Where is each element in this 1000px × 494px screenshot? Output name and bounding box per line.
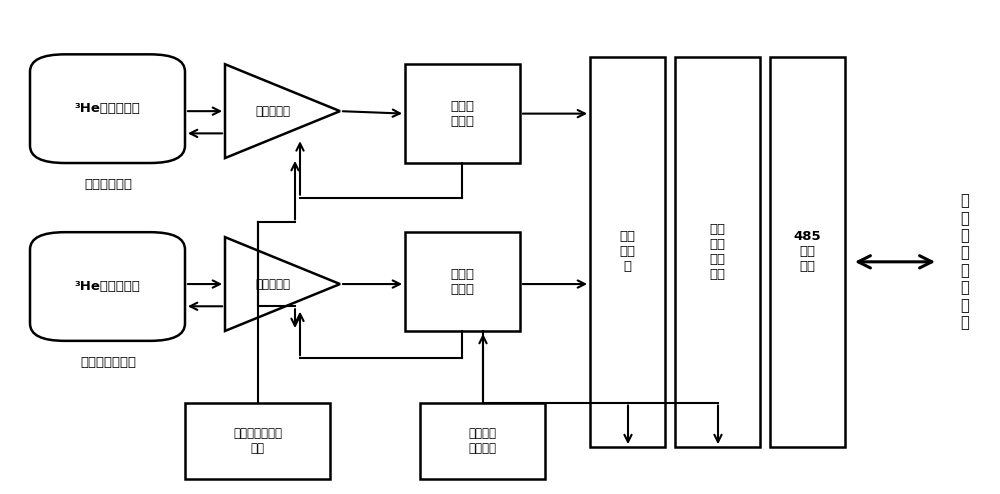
Text: ³He正比计数管: ³He正比计数管 — [75, 102, 140, 115]
Text: 探测器高压电源
电路: 探测器高压电源 电路 — [233, 427, 282, 455]
Bar — [405, 64, 520, 163]
Bar — [420, 403, 545, 479]
Text: 485
通讯
电路: 485 通讯 电路 — [794, 230, 821, 274]
Bar — [675, 57, 760, 447]
Bar — [405, 232, 520, 331]
Bar — [770, 57, 845, 447]
Bar — [590, 57, 665, 447]
Text: 探管低压
电源电路: 探管低压 电源电路 — [468, 427, 496, 455]
Text: 热中子探测器: 热中子探测器 — [84, 178, 132, 191]
Text: 脉冲
计数
器: 脉冲 计数 器 — [620, 230, 636, 274]
Polygon shape — [225, 64, 340, 158]
Text: 前置放大器: 前置放大器 — [256, 278, 291, 290]
Text: ³He正比计数管: ³He正比计数管 — [75, 280, 140, 293]
Text: 至
地
面
测
井
计
算
机: 至 地 面 测 井 计 算 机 — [961, 194, 969, 330]
Polygon shape — [225, 237, 340, 331]
Text: 时间
谱分
析与
缓存: 时间 谱分 析与 缓存 — [710, 223, 726, 281]
FancyBboxPatch shape — [30, 54, 185, 163]
Bar — [185, 403, 330, 479]
Text: 超热中子探测器: 超热中子探测器 — [80, 356, 136, 369]
FancyBboxPatch shape — [30, 232, 185, 341]
Text: 成形与
驱别器: 成形与 驱别器 — [450, 268, 475, 295]
Text: 前置放大器: 前置放大器 — [256, 105, 291, 118]
Text: 成形与
驱别器: 成形与 驱别器 — [450, 100, 475, 127]
